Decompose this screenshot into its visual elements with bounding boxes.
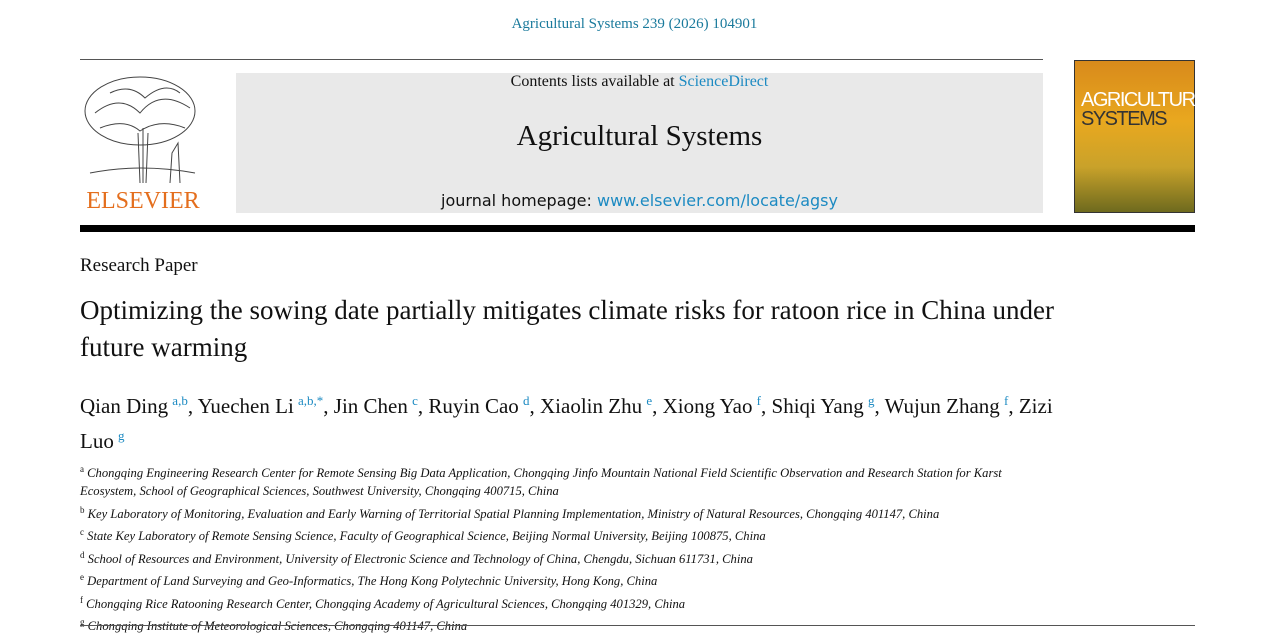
affiliation-text: School of Resources and Environment, Uni…	[87, 551, 753, 566]
affiliation: d School of Resources and Environment, U…	[80, 546, 1055, 568]
article-title: Optimizing the sowing date partially mit…	[80, 295, 1055, 362]
publisher-name: ELSEVIER	[86, 188, 200, 214]
homepage-link[interactable]: www.elsevier.com/locate/agsy	[596, 191, 838, 210]
affiliation: f Chongqing Rice Ratooning Research Cent…	[80, 591, 1055, 613]
author: Zizi Luo g	[80, 394, 1053, 453]
affiliation-label: g	[80, 617, 85, 628]
affiliation-label: a	[80, 464, 84, 474]
author-name: Jin Chen	[333, 394, 408, 418]
author-list: Qian Ding a,b, Yuechen Li a,b,*, Jin Che…	[80, 386, 1055, 456]
separator: ,	[1008, 394, 1014, 418]
homepage-prefix: journal homepage:	[441, 191, 592, 210]
affiliation: g Chongqing Institute of Meteorological …	[80, 613, 1055, 635]
author-affiliation-ref[interactable]: f	[756, 393, 762, 408]
author: Ruyin Cao d,	[428, 393, 535, 418]
author: Qian Ding a,b,	[80, 393, 194, 418]
publisher-logo	[84, 76, 196, 184]
affiliation-label: e	[80, 572, 84, 583]
journal-banner	[236, 73, 1043, 213]
author-affiliation-ref[interactable]: a,b,*	[298, 393, 324, 408]
affiliation-label: f	[80, 594, 83, 605]
author-affiliation-ref[interactable]: g	[118, 428, 125, 443]
separator: ,	[323, 394, 329, 418]
separator: ,	[529, 394, 535, 418]
affiliation-text: Key Laboratory of Monitoring, Evaluation…	[87, 506, 940, 521]
author-name: Ruyin Cao	[428, 394, 519, 418]
journal-cover[interactable]: AGRICULTURAL SYSTEMS	[1074, 60, 1218, 213]
author-affiliation-ref[interactable]: g	[867, 393, 875, 408]
author: Xiaolin Zhu e,	[540, 393, 658, 418]
author-name: Wujun Zhang	[884, 394, 1000, 418]
cover-title: AGRICULTURAL	[1081, 89, 1218, 111]
affiliation-list: a Chongqing Engineering Research Center …	[80, 460, 1055, 636]
contents-prefix: Contents lists available at	[510, 73, 675, 90]
author: Jin Chen c,	[333, 393, 424, 418]
author-affiliation-ref[interactable]: e	[646, 393, 653, 408]
separator: ,	[652, 394, 658, 418]
separator: ,	[187, 394, 194, 418]
contents-link[interactable]: ScienceDirect	[678, 73, 769, 90]
separator: ,	[761, 394, 767, 418]
cover-title: SYSTEMS	[1081, 108, 1168, 130]
affiliation-label: c	[80, 527, 84, 538]
author-name: Shiqi Yang	[771, 394, 864, 418]
affiliation-text: Chongqing Engineering Research Center fo…	[80, 466, 1002, 499]
author-name: Zizi Luo	[80, 394, 1053, 453]
affiliation-text: State Key Laboratory of Remote Sensing S…	[87, 529, 766, 544]
author: Xiong Yao f,	[662, 393, 767, 418]
affiliation-text: Chongqing Institute of Meteorological Sc…	[87, 619, 468, 634]
author: Wujun Zhang f,	[884, 393, 1014, 418]
affiliation-text: Department of Land Surveying and Geo-Inf…	[87, 574, 658, 589]
author-affiliation-ref[interactable]: d	[523, 393, 530, 408]
author: Yuechen Li a,b,*,	[197, 393, 329, 418]
affiliation-label: b	[80, 504, 85, 515]
author-affiliation-ref[interactable]: c	[412, 393, 418, 408]
separator: ,	[874, 394, 880, 418]
citation[interactable]: Agricultural Systems 239 (2026) 104901	[511, 16, 758, 32]
rule	[80, 59, 1043, 60]
affiliation: e Department of Land Surveying and Geo-I…	[80, 568, 1055, 590]
author-name: Xiaolin Zhu	[540, 394, 643, 418]
affiliation: b Key Laboratory of Monitoring, Evaluati…	[80, 501, 1055, 523]
separator: ,	[417, 394, 424, 418]
author-affiliation-ref[interactable]: f	[1004, 393, 1009, 408]
affiliation-label: d	[80, 549, 85, 560]
rule	[80, 625, 1195, 626]
journal-title: Agricultural Systems	[516, 120, 763, 152]
author: Shiqi Yang g,	[771, 393, 880, 418]
affiliation: a Chongqing Engineering Research Center …	[80, 460, 1055, 501]
author-affiliation-ref[interactable]: a,b	[172, 393, 188, 408]
affiliation-text: Chongqing Rice Ratooning Research Center…	[86, 596, 686, 611]
author-name: Qian Ding	[80, 394, 169, 418]
article-type: Research Paper	[80, 255, 198, 276]
homepage-line: journal homepage: www.elsevier.com/locat…	[236, 191, 1043, 210]
author-name: Xiong Yao	[662, 394, 753, 418]
affiliation: c State Key Laboratory of Remote Sensing…	[80, 523, 1055, 545]
rule	[80, 225, 1195, 232]
author-name: Yuechen Li	[197, 394, 294, 418]
contents-line: Contents lists available at ScienceDirec…	[236, 73, 1043, 91]
